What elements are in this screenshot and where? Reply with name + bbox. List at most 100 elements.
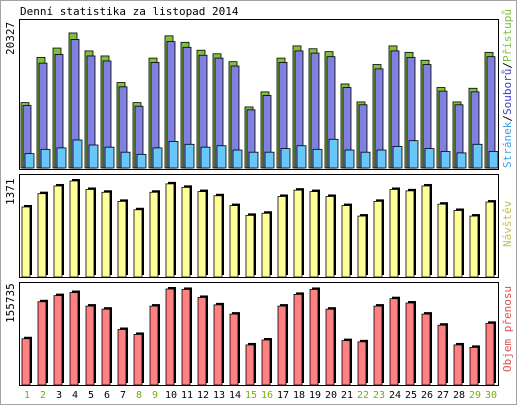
bar-kbytes — [469, 346, 479, 386]
bar-pages — [216, 145, 227, 169]
bar-kbytes — [165, 288, 175, 386]
bar-visits — [101, 191, 111, 278]
day-label: 21 — [341, 390, 353, 401]
bar-kbytes — [453, 344, 463, 386]
bar-kbytes — [149, 305, 159, 386]
day-label: 17 — [277, 390, 289, 401]
bar-pages — [136, 153, 147, 169]
day-label: 20 — [325, 390, 337, 401]
bar-visits — [197, 191, 207, 278]
bar-kbytes — [197, 297, 207, 386]
day-label: 13 — [213, 390, 225, 401]
chart-title: Denní statistika za listopad 2014 — [20, 5, 239, 18]
bar-visits — [69, 180, 79, 278]
day-label: 12 — [197, 390, 209, 401]
day-label: 6 — [104, 390, 110, 401]
legend-sep-1: / — [501, 115, 514, 122]
panel-frame-kbytes — [19, 282, 499, 386]
day-label: 22 — [357, 390, 369, 401]
bars-visits — [21, 179, 496, 278]
bar-kbytes — [69, 292, 79, 386]
bar-pages — [456, 152, 467, 169]
day-label: 23 — [373, 390, 385, 401]
bar-visits — [165, 183, 175, 278]
legend-hits: Přístupů — [501, 9, 514, 62]
day-label: 3 — [56, 390, 62, 401]
bar-kbytes — [101, 308, 111, 386]
bar-visits — [53, 185, 63, 278]
bars-hits — [20, 32, 499, 169]
bar-visits — [389, 189, 399, 278]
ymax-label-hits: 20327 — [4, 22, 17, 55]
bar-pages — [424, 148, 435, 169]
bar-pages — [392, 146, 403, 169]
bar-kbytes — [293, 293, 303, 386]
bar-visits — [485, 201, 495, 278]
bar-pages — [296, 145, 307, 169]
bar-kbytes — [245, 344, 255, 386]
bar-pages — [264, 151, 275, 169]
bar-visits — [85, 189, 95, 278]
bar-visits — [213, 195, 223, 278]
bar-pages — [88, 144, 99, 169]
bar-pages — [488, 151, 499, 169]
bar-visits — [181, 186, 191, 278]
bar-kbytes — [21, 338, 31, 386]
day-label: 30 — [485, 390, 497, 401]
bar-kbytes — [485, 322, 495, 386]
bar-visits — [341, 205, 351, 278]
bar-kbytes — [325, 308, 335, 386]
bar-pages — [120, 151, 131, 169]
bar-visits — [277, 196, 287, 278]
day-label: 10 — [165, 390, 177, 401]
bar-kbytes — [53, 295, 63, 386]
day-label: 29 — [469, 390, 481, 401]
bar-pages — [328, 138, 339, 169]
day-label: 9 — [152, 390, 158, 401]
day-label: 11 — [181, 390, 193, 401]
ymax-label-kbytes: 155735 — [4, 283, 17, 323]
day-label: 1 — [24, 390, 30, 401]
bar-kbytes — [117, 329, 127, 386]
bar-kbytes — [37, 301, 47, 386]
bar-pages — [72, 139, 83, 169]
legend-files: Souborů — [501, 69, 514, 115]
bar-visits — [325, 196, 335, 278]
day-label: 4 — [72, 390, 78, 401]
bar-visits — [309, 191, 319, 278]
bar-pages — [24, 153, 35, 169]
bar-visits — [405, 190, 415, 278]
day-label: 28 — [453, 390, 465, 401]
bar-kbytes — [341, 340, 351, 386]
day-label: 7 — [120, 390, 126, 401]
bar-visits — [21, 206, 31, 278]
bar-kbytes — [229, 313, 239, 386]
bar-visits — [229, 205, 239, 278]
bar-pages — [104, 146, 115, 169]
day-label: 15 — [245, 390, 257, 401]
bar-visits — [421, 185, 431, 278]
bar-kbytes — [85, 305, 95, 386]
day-label: 27 — [437, 390, 449, 401]
legend-kbytes: Objem přenosu — [501, 286, 514, 372]
day-label: 19 — [309, 390, 321, 401]
bar-pages — [360, 151, 371, 169]
panel-frame-hits — [19, 19, 499, 170]
bar-visits — [133, 209, 143, 278]
bar-pages — [40, 148, 51, 169]
bar-kbytes — [357, 341, 367, 386]
bar-pages — [408, 140, 419, 169]
bar-pages — [376, 149, 387, 169]
bar-visits — [357, 215, 367, 278]
bar-visits — [293, 189, 303, 278]
bar-pages — [232, 149, 243, 169]
bar-visits — [453, 210, 463, 278]
bars-kbytes — [21, 287, 496, 386]
bar-pages — [472, 143, 483, 169]
legend-visits: Návštěv — [501, 200, 514, 247]
day-label: 16 — [261, 390, 273, 401]
bar-pages — [184, 143, 195, 169]
legend-hits-files-pages: Stránek/Souborů/Přístupů — [501, 9, 514, 168]
